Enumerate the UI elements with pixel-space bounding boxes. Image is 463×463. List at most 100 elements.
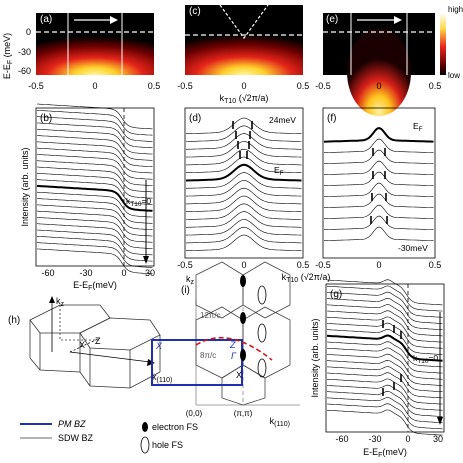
h-X-label: X	[79, 340, 85, 350]
d-xtick-3: 0.5	[297, 260, 310, 270]
b-xtick-2: -30	[79, 268, 92, 278]
panel-e: (e)	[323, 13, 435, 116]
arrow-b-head	[143, 256, 149, 264]
g-ylabel: Intensity (arb. units)	[310, 318, 320, 397]
g-xtick-4: 30	[433, 434, 443, 444]
panel-g: kT10=0 (g) -60 -30 0 30 E-EF(meV) Intens…	[310, 279, 445, 459]
gamma-x-line	[69, 337, 101, 353]
edc-trace	[326, 403, 443, 430]
mdc-trace	[186, 117, 302, 134]
bz-top-face	[29, 304, 111, 334]
edc-trace	[326, 297, 443, 324]
panel-label-a: (a)	[40, 14, 52, 25]
frame-b	[35, 107, 155, 267]
f-xtick-1: -0.5	[315, 260, 331, 270]
edc-trace	[36, 141, 153, 167]
panel-label-c: (c)	[189, 6, 201, 17]
edc-trace	[36, 210, 153, 237]
heatmap-c	[185, 30, 303, 75]
mdc-trace	[186, 211, 302, 228]
mdc-trace	[323, 226, 434, 241]
edc-trace	[36, 147, 153, 174]
panel-label-e: (e)	[326, 14, 338, 25]
edc-trace	[326, 310, 443, 337]
top-k-label: kT10 (√2π/a)	[220, 93, 269, 105]
d-xlabel: kT10 (√2π/a)	[282, 272, 331, 284]
edc-trace	[36, 248, 153, 275]
h-kz-label: kz	[56, 296, 65, 308]
edc-trace	[326, 372, 443, 399]
kzero-label-g: kT10=0	[413, 353, 438, 365]
hole-pocket	[257, 323, 267, 343]
g-xtick-1: -60	[335, 434, 348, 444]
heatmap-e-top	[323, 13, 435, 29]
panel-c: (c)	[185, 4, 303, 75]
panel-b: kT10=0 (b) -60 -30 0 30 E-EF(meV) Intens…	[20, 103, 155, 292]
colorbar	[440, 13, 446, 75]
mdc-trace	[186, 180, 302, 197]
electron-pocket	[240, 275, 246, 287]
edc-trace-kzero	[36, 184, 153, 212]
mdc-trace	[323, 171, 434, 186]
mdc-trace-ef	[186, 163, 302, 182]
edc-trace	[36, 179, 153, 205]
xtick-c-1: -0.5	[177, 81, 193, 91]
i-Gamma-label: Γ	[231, 351, 237, 361]
edc-trace	[36, 154, 153, 180]
h-Z-label: Z	[95, 336, 101, 346]
edc-trace	[36, 122, 153, 149]
panel-a: (a)	[36, 13, 154, 75]
edc-trace	[326, 353, 443, 380]
xtick-a-2: 0	[92, 81, 97, 91]
heatmap-a	[36, 32, 154, 75]
b-xtick-1: -60	[41, 268, 54, 278]
mdc-trace	[323, 215, 434, 230]
mdc-trace	[323, 204, 434, 219]
edc-trace	[326, 285, 443, 312]
edc-trace	[326, 378, 443, 405]
i-eight-pi-c: 8π/c	[200, 351, 216, 360]
f-xtick-2: 0	[376, 260, 381, 270]
edc-trace	[36, 110, 153, 136]
edc-trace	[326, 347, 443, 374]
edc-trace	[36, 217, 153, 243]
mdc-trace	[323, 160, 434, 175]
electron-pocket	[240, 349, 246, 361]
g-xtick-2: -30	[368, 434, 381, 444]
hole-pocket	[257, 358, 267, 378]
colorbar-high: high	[448, 5, 463, 14]
xtick-c-2: 0	[241, 81, 246, 91]
mdc-trace	[186, 187, 302, 205]
heatmap-e	[347, 28, 411, 116]
f-xtick-3: 0.5	[429, 260, 442, 270]
panel-f: (f) EF -30meV -0.5 0 0.5	[315, 107, 442, 270]
hex-top	[195, 261, 244, 319]
xtick-a-3: 0.5	[148, 81, 161, 91]
edc-trace	[36, 242, 153, 268]
mdc-trace	[186, 148, 302, 166]
mdc-trace	[186, 234, 302, 251]
mdc-trace	[323, 182, 434, 197]
panel-label-g: (g)	[330, 289, 342, 300]
edc-trace	[36, 223, 153, 249]
heatmap-a-top	[36, 13, 154, 32]
edc-trace	[36, 103, 153, 130]
bz-bottom-edge	[29, 357, 161, 389]
edc-trace	[326, 397, 443, 423]
mdc-trace	[186, 195, 302, 212]
edc-trace	[326, 366, 443, 392]
mdc-trace	[186, 203, 302, 220]
edc-trace	[326, 409, 443, 436]
b-xtick-4: 30	[145, 268, 155, 278]
ytick-m30: -30	[18, 47, 31, 57]
i-Z-label: Z	[229, 340, 236, 350]
curves-f	[323, 127, 434, 241]
edc-trace	[36, 191, 153, 218]
curves-g	[326, 279, 443, 436]
mdc-trace-ef	[323, 127, 434, 143]
edc-trace	[326, 384, 443, 411]
top-ylabel: E-EF (meV)	[2, 33, 14, 79]
edc-trace	[36, 135, 153, 161]
k110-axis-h	[69, 351, 151, 363]
panel-label-b: (b)	[40, 113, 52, 124]
